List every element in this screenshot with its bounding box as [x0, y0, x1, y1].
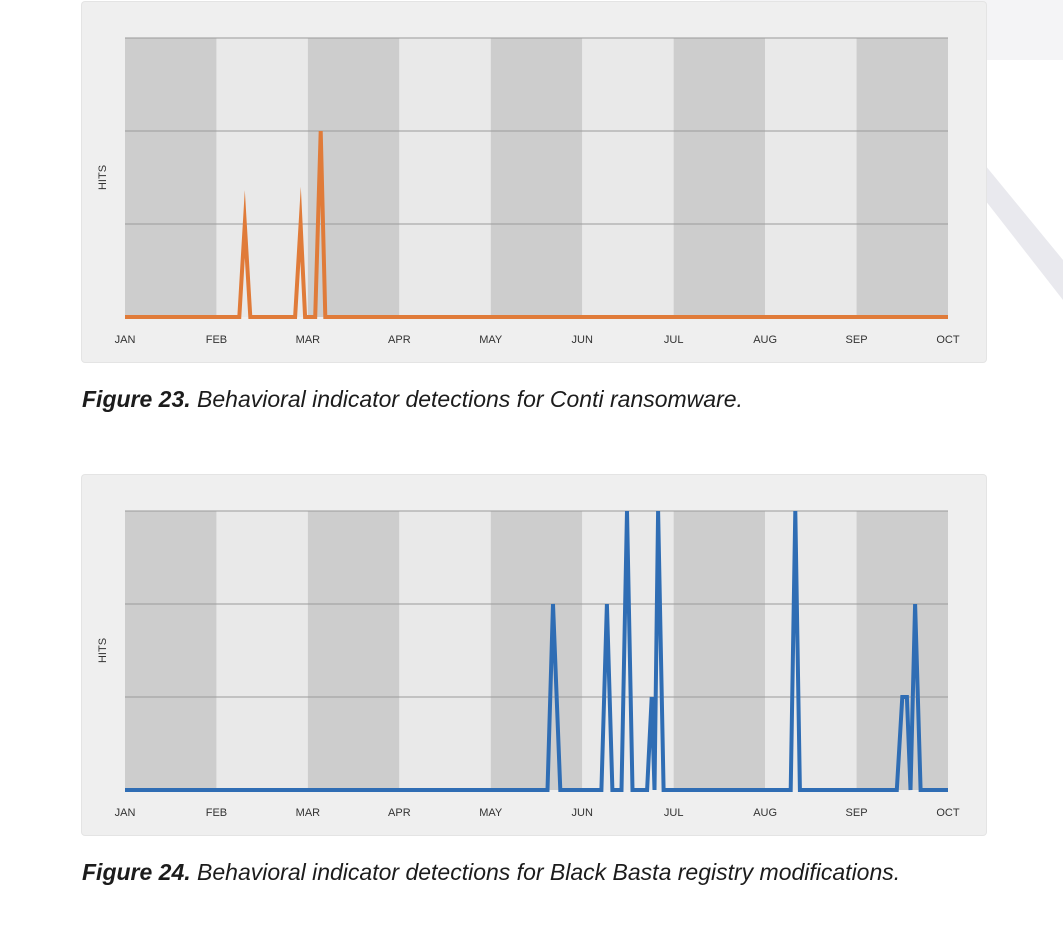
series-line	[125, 510, 948, 792]
x-tick-label: MAR	[296, 807, 321, 819]
y-axis-label: HITS	[97, 638, 109, 663]
chart-panel-black-basta: HITS JAN FEB MAR APR MAY JUN JUL AUG SEP OCT	[82, 475, 986, 835]
chart-black-basta: HITS JAN FEB MAR APR MAY JUN JUL AUG SEP OCT	[97, 510, 960, 819]
month-band	[216, 38, 308, 317]
month-band	[490, 511, 583, 790]
chart-conti: HITS JAN FEB MAR APR MAY JUN JUL AUG SEP OCT	[97, 37, 960, 346]
x-tick-label: JUL	[664, 334, 684, 346]
month-band	[856, 38, 948, 317]
caption-text: Behavioral indicator detections for Blac…	[190, 859, 901, 885]
month-band	[399, 38, 491, 317]
month-band	[490, 38, 583, 317]
month-band	[765, 38, 857, 317]
x-tick-label: JUN	[572, 807, 593, 819]
month-band	[399, 511, 491, 790]
month-band	[856, 511, 948, 790]
caption-text: Behavioral indicator detections for Cont…	[190, 386, 743, 412]
month-band	[125, 38, 217, 317]
caption-label: Figure 24.	[82, 859, 191, 885]
x-tick-label: JUN	[572, 334, 593, 346]
x-tick-label: FEB	[206, 807, 227, 819]
figure-caption-black-basta: Figure 24. Behavioral indicator detectio…	[82, 859, 900, 886]
x-tick-label: AUG	[753, 807, 777, 819]
chart-panel-conti: HITS JAN FEB MAR APR MAY JUN JUL AUG SEP OCT	[82, 2, 986, 362]
month-band	[307, 511, 400, 790]
series-line	[125, 130, 948, 319]
y-axis-label: HITS	[97, 165, 109, 190]
x-tick-label: APR	[388, 334, 411, 346]
x-tick-label: JAN	[115, 334, 136, 346]
month-band	[673, 38, 766, 317]
x-tick-label: MAY	[479, 334, 503, 346]
month-band	[673, 511, 766, 790]
caption-label: Figure 23.	[82, 386, 191, 412]
month-band	[125, 511, 217, 790]
month-band	[216, 511, 308, 790]
x-tick-label: JUL	[664, 807, 684, 819]
x-tick-label: MAR	[296, 334, 321, 346]
month-band	[582, 38, 674, 317]
x-tick-label: APR	[388, 807, 411, 819]
x-tick-label: MAY	[479, 807, 503, 819]
x-tick-label: SEP	[846, 334, 868, 346]
x-tick-label: OCT	[936, 334, 960, 346]
x-tick-label: FEB	[206, 334, 227, 346]
x-tick-label: AUG	[753, 334, 777, 346]
x-tick-label: OCT	[936, 807, 960, 819]
x-tick-label: SEP	[846, 807, 868, 819]
figure-caption-conti: Figure 23. Behavioral indicator detectio…	[82, 386, 743, 413]
month-band	[765, 511, 857, 790]
x-tick-label: JAN	[115, 807, 136, 819]
